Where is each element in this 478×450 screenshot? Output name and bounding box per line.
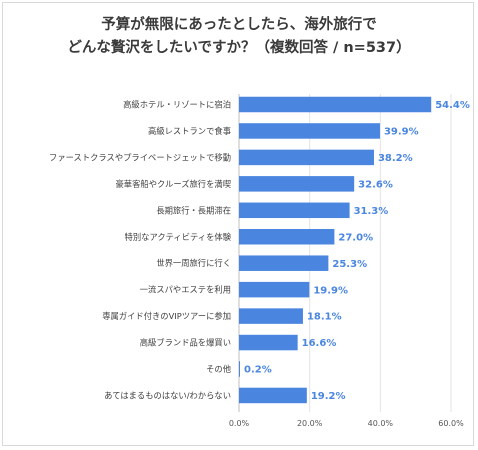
category-label: 長期旅行・長期滞在 (156, 205, 231, 215)
x-tick-label: 60.0% (438, 419, 464, 428)
category-label: 専属ガイド付きのVIPツアーに参加 (102, 311, 231, 321)
bar (239, 281, 310, 298)
data-label: 16.6% (302, 338, 337, 349)
x-tick-label: 40.0% (368, 419, 394, 428)
bar (239, 176, 355, 192)
bar (239, 387, 307, 404)
category-label: 豪華客船やクルーズ旅行を満喫 (116, 179, 232, 189)
x-tick-label: 20.0% (297, 419, 323, 428)
category-label: あてはまるものはない/わからない (104, 390, 231, 400)
bar (239, 96, 432, 113)
data-label: 32.6% (358, 179, 393, 190)
bar (239, 361, 240, 377)
data-label: 19.2% (311, 391, 346, 402)
chart-frame (2, 2, 474, 446)
data-label: 39.9% (384, 127, 419, 138)
category-label: 高級ブランド品を爆買い (140, 338, 231, 348)
category-label: ファーストクラスやプライベートジェットで移動 (49, 152, 231, 162)
data-label: 31.3% (354, 206, 389, 217)
data-label: 0.2% (244, 365, 272, 376)
category-label: 高級レストランで食事 (148, 126, 231, 136)
chart-title-line-2: どんな贅沢をしたいですか？（複数回答 / n=537） (67, 40, 411, 56)
category-label: 一流スパやエステを利用 (140, 285, 231, 295)
bar (239, 149, 374, 166)
x-tick-label: 0.0% (229, 419, 250, 428)
bar (239, 334, 298, 351)
data-label: 18.1% (307, 312, 342, 323)
data-label: 19.9% (313, 285, 348, 296)
chart-title-line-1: 予算が無限にあったとしたら、海外旅行で (101, 17, 377, 33)
chart-title: 予算が無限にあったとしたら、海外旅行で どんな贅沢をしたいですか？（複数回答 /… (0, 14, 478, 60)
data-label: 27.0% (338, 232, 373, 243)
category-label: 特別なアクティビティを体験 (125, 232, 232, 242)
bar (239, 202, 350, 219)
category-label: 世界一周旅行に行く (156, 258, 231, 268)
bar (239, 123, 380, 139)
category-label: その他 (206, 364, 231, 374)
data-label: 25.3% (332, 259, 367, 270)
data-label: 54.4% (435, 100, 470, 111)
data-label: 38.2% (378, 153, 413, 164)
bar (239, 308, 303, 324)
category-label: 高級ホテル・リゾートに宿泊 (123, 100, 231, 110)
bar (239, 229, 335, 245)
bar (239, 255, 329, 271)
